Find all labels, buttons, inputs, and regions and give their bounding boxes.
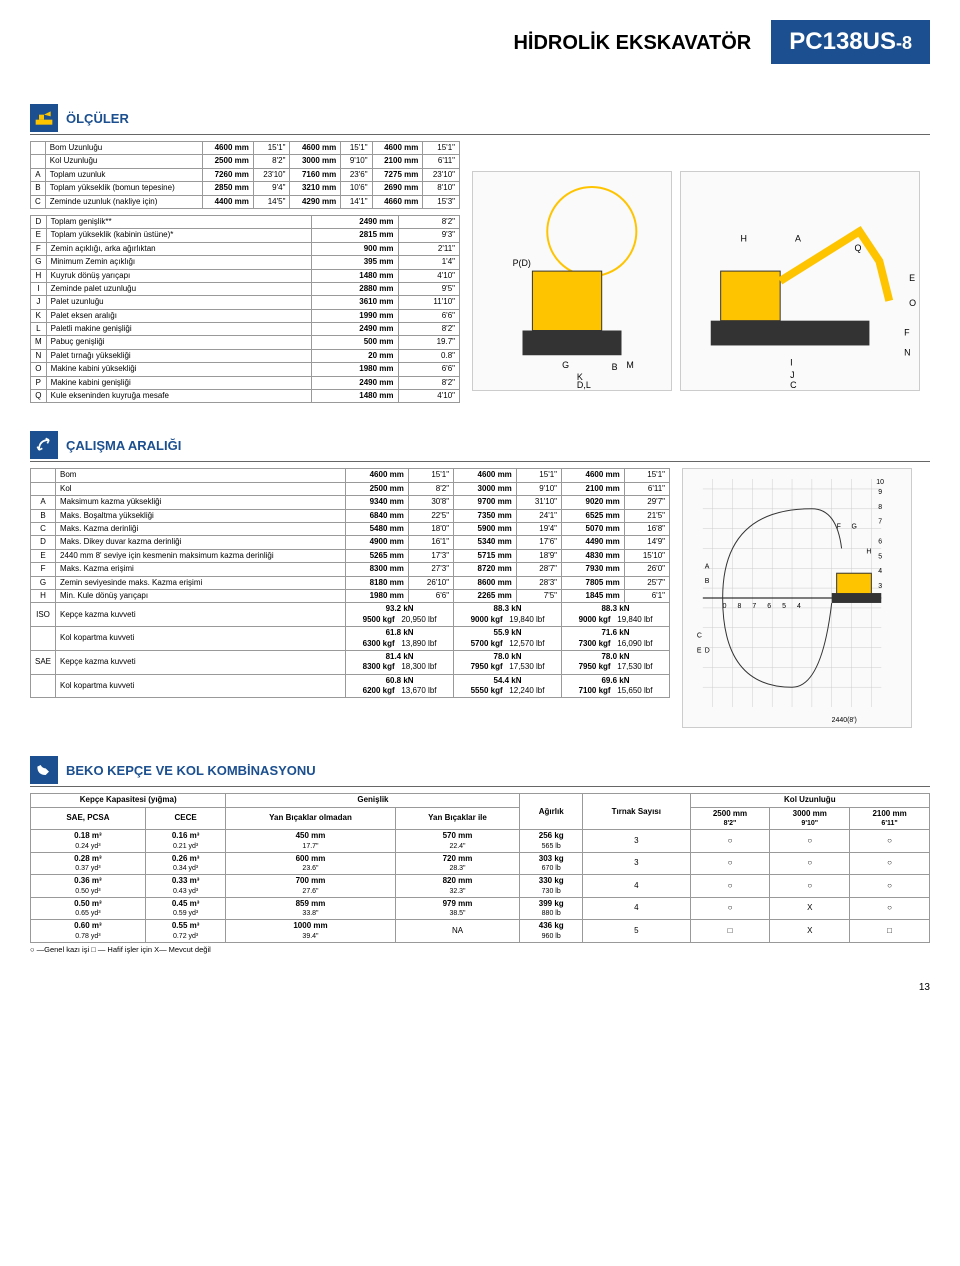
svg-text:B: B <box>612 362 618 372</box>
svg-text:4: 4 <box>878 569 882 576</box>
working-range-section: ÇALIŞMA ARALIĞI Bom 4600 mm15'1" 4600 mm… <box>30 431 930 728</box>
svg-text:A: A <box>705 564 710 571</box>
svg-text:0: 0 <box>723 603 727 610</box>
svg-text:G: G <box>562 360 569 370</box>
working-range-table: Bom 4600 mm15'1" 4600 mm15'1" 4600 mm15'… <box>30 468 670 698</box>
svg-text:J: J <box>790 370 794 380</box>
svg-text:B: B <box>705 579 710 586</box>
combo-title: BEKO KEPÇE VE KOL KOMBİNASYONU <box>66 763 316 778</box>
svg-text:3: 3 <box>878 584 882 591</box>
dimensions-icon <box>30 104 58 132</box>
svg-text:H: H <box>866 549 871 556</box>
svg-text:F: F <box>837 524 841 531</box>
svg-text:4: 4 <box>797 603 801 610</box>
svg-text:E: E <box>909 273 915 283</box>
svg-text:D: D <box>705 648 710 655</box>
dimensions-section: ÖLÇÜLER Bom Uzunluğu 4600 mm15'1" 4600 m… <box>30 104 930 403</box>
svg-text:7: 7 <box>878 519 882 526</box>
svg-text:10: 10 <box>876 479 884 486</box>
svg-text:Q: Q <box>855 243 862 253</box>
svg-text:9: 9 <box>878 489 882 496</box>
svg-text:G: G <box>852 524 857 531</box>
svg-text:D,L: D,L <box>577 380 591 390</box>
svg-text:N: N <box>904 347 910 357</box>
combo-legend: ○ —Genel kazı işi □ — Hafif işler için X… <box>30 945 930 954</box>
svg-text:M: M <box>626 360 633 370</box>
combo-icon <box>30 756 58 784</box>
model-suffix: -8 <box>896 33 912 53</box>
svg-text:A: A <box>795 233 801 243</box>
working-range-diagram: 10 9 8 7 6 5 4 3 A B C ED F G H 0 8 7 6 5 4 2440(8') <box>682 468 912 728</box>
model-badge: PC138US-8 <box>771 20 930 64</box>
combo-section: BEKO KEPÇE VE KOL KOMBİNASYONU Kepçe Kap… <box>30 756 930 953</box>
svg-text:8: 8 <box>878 504 882 511</box>
working-range-title: ÇALIŞMA ARALIĞI <box>66 438 181 453</box>
working-range-icon <box>30 431 58 459</box>
svg-text:C: C <box>790 380 797 390</box>
svg-text:6: 6 <box>767 603 771 610</box>
svg-text:C: C <box>697 633 702 640</box>
dimensions-table-2: DToplam genişlik** 2490 mm8'2"EToplam yü… <box>30 215 460 403</box>
model-name: PC138US <box>789 28 896 55</box>
front-view-diagram: P(D) B G K D,L M <box>472 171 672 391</box>
svg-text:5: 5 <box>878 554 882 561</box>
dimensions-table-1: Bom Uzunluğu 4600 mm15'1" 4600 mm15'1" 4… <box>30 141 460 209</box>
svg-text:H: H <box>741 233 747 243</box>
side-view-diagram: A Q E O F N H I J C <box>680 171 920 391</box>
svg-text:7: 7 <box>752 603 756 610</box>
page-title: HİDROLİK EKSKAVATÖR <box>513 32 751 55</box>
combo-table: Kepçe Kapasitesi (yığma) Genişlik Ağırlı… <box>30 793 930 942</box>
svg-text:6: 6 <box>878 539 882 546</box>
svg-text:8: 8 <box>738 603 742 610</box>
svg-text:E: E <box>697 648 702 655</box>
svg-text:O: O <box>909 298 916 308</box>
svg-text:P(D): P(D) <box>513 258 531 268</box>
page-number: 13 <box>30 982 930 993</box>
dimensions-title: ÖLÇÜLER <box>66 111 129 126</box>
svg-text:I: I <box>790 357 792 367</box>
svg-text:5: 5 <box>782 603 786 610</box>
svg-text:F: F <box>904 328 910 338</box>
page-header: HİDROLİK EKSKAVATÖR PC138US-8 <box>30 20 930 64</box>
svg-text:2440(8'): 2440(8') <box>832 717 857 724</box>
